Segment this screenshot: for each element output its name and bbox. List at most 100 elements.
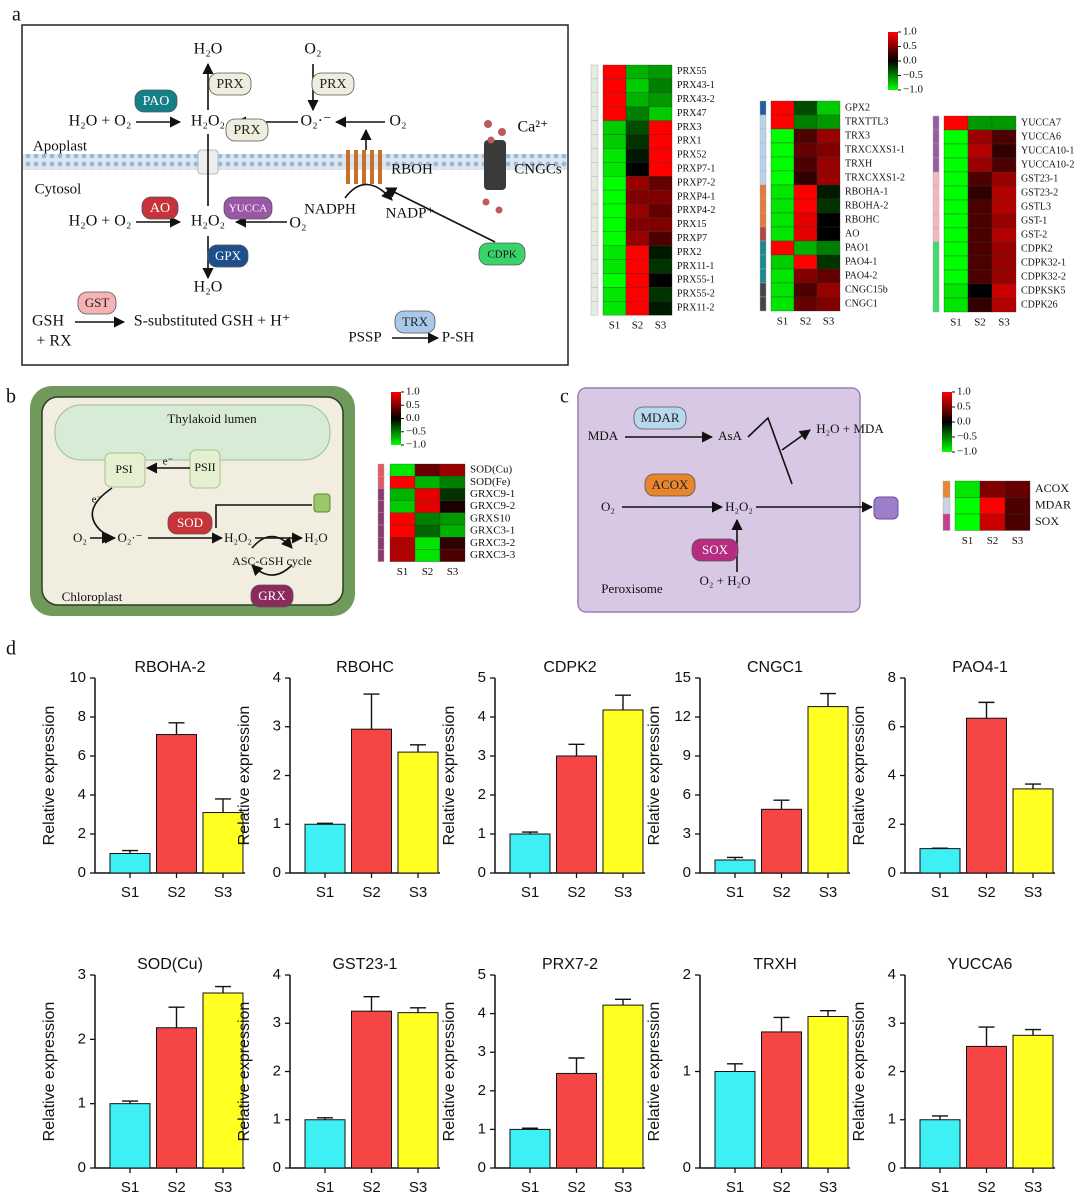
heat-cell — [625, 106, 650, 121]
heat-cell — [991, 171, 1017, 187]
heat-cell — [770, 296, 795, 312]
diagram-label: NADP⁺ — [386, 205, 435, 221]
diagram-label: H₂O + MDA — [816, 421, 884, 436]
colorbar-label: −0.5 — [406, 425, 426, 437]
row-group — [590, 106, 599, 121]
diagram-label: Ca²⁺ — [517, 119, 548, 136]
row-group — [759, 282, 767, 298]
y-axis-label: Relative expression — [236, 706, 253, 846]
row-group — [759, 170, 767, 186]
heat-cell — [816, 296, 841, 312]
error-bar — [773, 1016, 790, 1032]
y-tick-label: 2 — [683, 966, 691, 983]
row-group — [590, 245, 599, 260]
row-group — [590, 120, 599, 135]
diagram-label: Chloroplast — [62, 589, 123, 604]
row-group — [932, 269, 940, 285]
error-bar — [215, 985, 231, 994]
heat-cell — [793, 296, 818, 312]
enzyme-pill — [225, 118, 269, 142]
colorbar-label: −1.0 — [406, 439, 426, 451]
row-label: GSTL3 — [1021, 201, 1051, 212]
heat-cell — [770, 226, 795, 242]
row-label: PRXP4-2 — [677, 205, 715, 216]
y-tick-label: 4 — [78, 786, 86, 803]
heat-cell — [943, 213, 969, 229]
x-tick-label: S1 — [726, 884, 744, 901]
diagram-label: PSI — [115, 462, 132, 476]
bar — [714, 1071, 756, 1169]
enzyme-label: MDAR — [640, 410, 679, 425]
y-tick-label: 3 — [478, 747, 486, 764]
membrane — [23, 154, 567, 170]
row-label: GRXC3-1 — [470, 525, 515, 537]
y-axis-label: Relative expression — [441, 1002, 458, 1142]
enzyme-pill — [394, 310, 436, 334]
row-label: PRX1 — [677, 136, 701, 147]
y-tick-label: 0 — [888, 1159, 896, 1176]
heat-cell — [967, 143, 993, 159]
heat-cell — [648, 148, 673, 163]
heat-cell — [602, 301, 627, 316]
row-label: PAO1 — [845, 242, 869, 253]
row-group — [942, 497, 951, 515]
bar — [807, 706, 849, 874]
row-label: CDPK32-1 — [1021, 257, 1066, 268]
row-label: TRXTTL3 — [845, 116, 888, 127]
heat-cell — [439, 512, 466, 526]
row-label: GST23-1 — [1021, 173, 1058, 184]
row-group — [932, 171, 940, 187]
heat-cell — [389, 549, 416, 562]
heat-cell — [1004, 480, 1031, 498]
rboh-protein — [346, 150, 382, 184]
diagram-label: H₂O — [194, 279, 223, 296]
colorbar-label: 1.0 — [957, 386, 971, 398]
heat-cell — [602, 134, 627, 149]
heat-cell — [991, 185, 1017, 201]
error-bar — [615, 998, 631, 1006]
heat-cell — [816, 212, 841, 228]
error-bar — [168, 722, 185, 735]
heatmap: ACOX MDAR SOX S1 S2 S3 1.0 0.5 0.0 −0.5 −1.0 — [942, 386, 1071, 547]
panel-letter: d — [6, 638, 16, 660]
heat-cell — [967, 297, 993, 313]
heatmap: GPX2 TRXTTL3 TRX3 TRXCXXS1-1 TRXH TRXCXXS1-2 R… — [759, 26, 923, 328]
x-tick-label: S1 — [121, 1179, 139, 1196]
heat-cell — [967, 213, 993, 229]
enzyme-label: PAO — [143, 94, 170, 109]
row-group — [590, 301, 599, 316]
bar — [156, 734, 197, 874]
diagram-label: O₂ — [389, 113, 406, 130]
row-label: PRX11-1 — [677, 261, 714, 272]
colorbar-label: 0.0 — [903, 55, 917, 67]
y-tick-label: 2 — [478, 786, 486, 803]
heat-cell — [793, 226, 818, 242]
row-label: PRX55 — [677, 66, 706, 77]
bar-chart: YUCCA6 Relative expression 0 1 2 3 4 S1 S2 S3 — [851, 956, 1055, 1196]
row-group — [377, 512, 385, 526]
heat-cell — [816, 240, 841, 256]
heat-cell — [770, 114, 795, 130]
heat-cell — [625, 162, 650, 177]
heat-cell — [991, 213, 1017, 229]
row-label: GRXC3-2 — [470, 537, 515, 549]
heat-cell — [602, 120, 627, 135]
heat-cell — [793, 128, 818, 144]
y-tick-label: 12 — [674, 708, 691, 725]
enzyme-pill — [644, 473, 696, 497]
bar — [202, 812, 244, 874]
column-label: S2 — [974, 317, 986, 329]
y-tick-label: 0 — [78, 864, 86, 881]
row-group — [759, 156, 767, 172]
row-label: CDPK2 — [1021, 243, 1053, 254]
heat-cell — [389, 488, 416, 501]
heat-cell — [602, 273, 627, 288]
bar — [1012, 1034, 1054, 1169]
x-tick-label: S1 — [121, 884, 139, 901]
enzyme-pill — [691, 538, 739, 562]
heat-cell — [648, 217, 673, 232]
heatmap: YUCCA7 YUCCA6 YUCCA10-1 YUCCA10-2 GST23-1 GST… — [932, 115, 1074, 329]
x-tick-label: S2 — [362, 884, 380, 901]
column-label: S2 — [800, 316, 812, 328]
